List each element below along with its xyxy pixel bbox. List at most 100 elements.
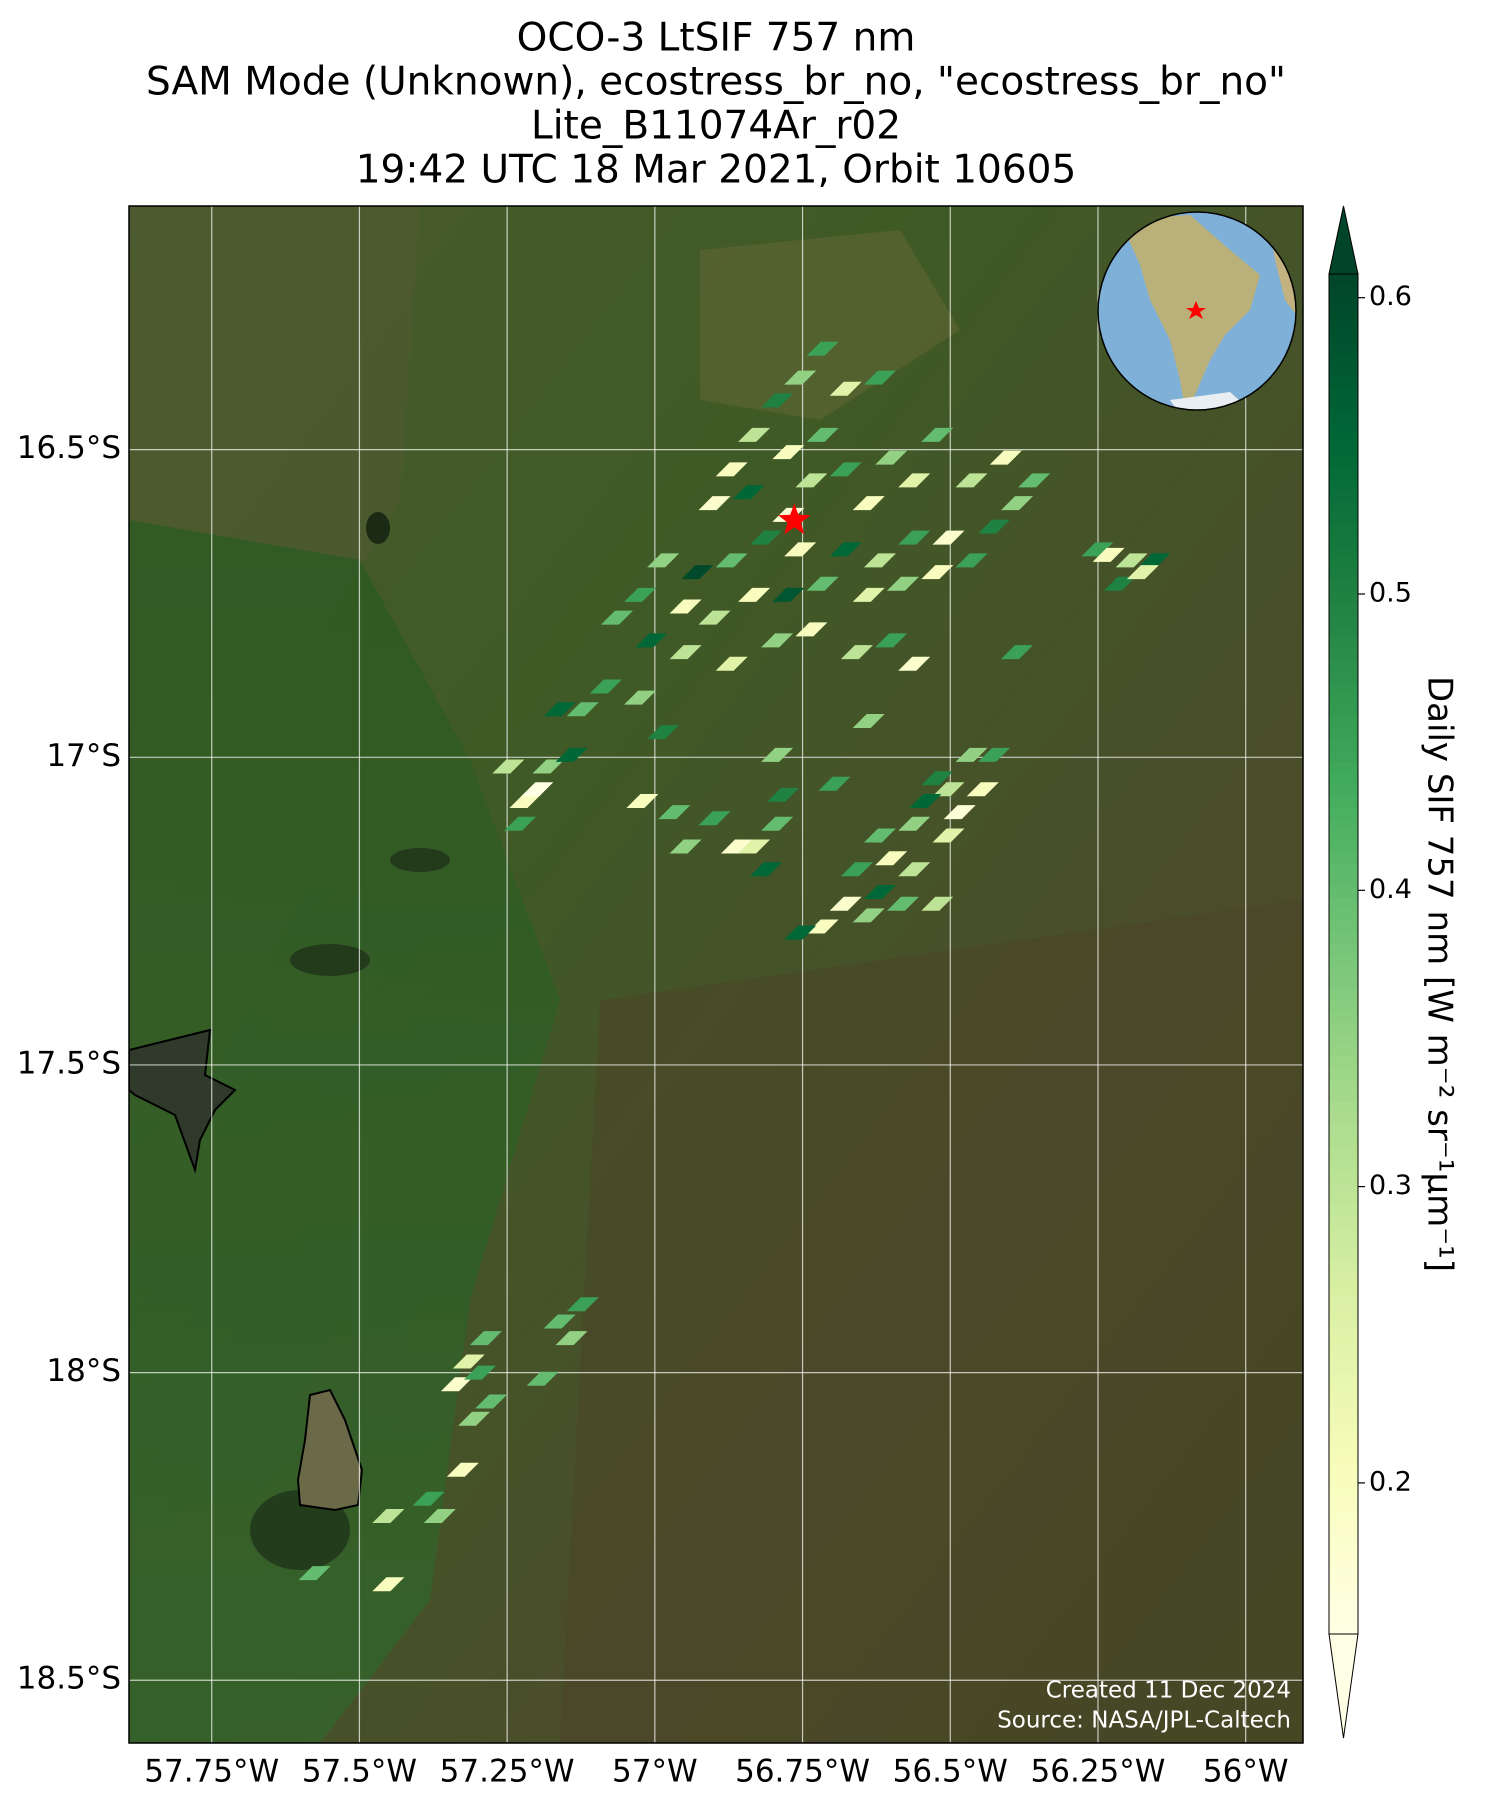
sif-cell	[626, 793, 659, 808]
sif-cell	[624, 587, 657, 602]
colorbar-segment	[1329, 1372, 1358, 1386]
sif-cell	[715, 462, 748, 477]
colorbar-segment	[1329, 930, 1358, 944]
colorbar-segment	[1329, 1202, 1358, 1216]
colorbar-segment	[1329, 919, 1358, 932]
colorbar-segment	[1329, 1429, 1358, 1442]
colorbar-segment	[1329, 477, 1358, 490]
sif-cell	[715, 656, 748, 671]
sif-cell	[784, 542, 817, 557]
colorbar-segment	[1329, 749, 1358, 762]
colorbar-segment	[1329, 783, 1358, 796]
sif-cell	[555, 747, 588, 762]
colorbar-tick-label: 0.2	[1369, 1466, 1412, 1497]
colorbar-segment	[1329, 1508, 1358, 1522]
sif-cell	[761, 747, 794, 762]
x-tick-label: 57°W	[612, 1754, 698, 1790]
colorbar-segment	[1329, 307, 1358, 320]
colorbar-segment	[1329, 579, 1358, 592]
colorbar-segment	[1329, 1395, 1358, 1408]
colorbar-segment	[1329, 964, 1358, 978]
sif-cell	[658, 805, 691, 820]
sif-cell	[772, 445, 805, 460]
sif-cell	[720, 839, 753, 854]
sif-cell	[543, 702, 576, 717]
colorbar-segment	[1329, 420, 1358, 434]
colorbar-segment	[1329, 466, 1358, 479]
colorbar-segment	[1329, 704, 1358, 717]
colorbar-segment	[1329, 1089, 1358, 1102]
sif-cell	[898, 473, 931, 488]
colorbar-segment	[1329, 862, 1358, 876]
colorbar-segment	[1329, 1021, 1358, 1034]
x-tick-label: 57.25°W	[440, 1754, 575, 1790]
sif-cell	[806, 341, 839, 356]
colorbar-segment	[1329, 318, 1358, 332]
colorbar-segment	[1329, 488, 1358, 502]
sif-cell	[921, 896, 954, 911]
colorbar-segment	[1329, 284, 1358, 298]
sif-cell	[738, 587, 771, 602]
sif-cell	[852, 908, 885, 923]
colorbar-segment	[1329, 976, 1358, 989]
colorbar-segment	[1329, 443, 1358, 456]
sif-cell	[543, 1314, 576, 1329]
colorbar-segment	[1329, 1270, 1358, 1284]
sif-cell	[1001, 496, 1034, 511]
colorbar-segment	[1329, 454, 1358, 468]
colorbar-segment	[1329, 590, 1358, 604]
colorbar-segment	[1329, 1214, 1358, 1227]
colorbar-tick-label: 0.5	[1369, 578, 1412, 609]
colorbar-segment	[1329, 398, 1358, 411]
colorbar-segment	[1329, 1316, 1358, 1329]
sif-cell	[795, 473, 828, 488]
map-background	[129, 206, 1303, 1743]
grid	[129, 206, 1303, 1743]
title-line: SAM Mode (Unknown), ecostress_br_no, "ec…	[146, 60, 1286, 105]
colorbar-segment	[1329, 613, 1358, 626]
lake	[250, 1490, 350, 1570]
sif-cell	[1115, 553, 1148, 568]
sif-cell	[795, 622, 828, 637]
sif-cell	[875, 851, 908, 866]
colorbar-segment	[1329, 1576, 1358, 1590]
colorbar-segment	[1329, 1418, 1358, 1431]
sif-cell	[761, 816, 794, 831]
sif-cell	[1018, 473, 1051, 488]
colorbar-segment	[1329, 1565, 1358, 1578]
sif-cell	[898, 862, 931, 877]
cleared-land	[700, 230, 960, 420]
colorbar-segment	[1329, 851, 1358, 864]
sif-cell	[669, 839, 702, 854]
sif-cell	[526, 1371, 559, 1386]
colorbar-segment	[1329, 1100, 1358, 1114]
sif-cell	[863, 370, 896, 385]
sif-cell	[589, 679, 622, 694]
colorbar-segment	[1329, 1259, 1358, 1272]
sif-cell	[829, 896, 862, 911]
colorbar-segment	[1329, 1055, 1358, 1068]
sif-cell	[423, 1508, 456, 1523]
sif-cell	[372, 1508, 405, 1523]
colorbar-segment	[1329, 556, 1358, 570]
colorbar-segment	[1329, 545, 1358, 558]
sif-cell	[989, 450, 1022, 465]
sif-cell	[818, 776, 851, 791]
sif-cell	[829, 381, 862, 396]
colorbar-segment	[1329, 1168, 1358, 1182]
colorbar-tick-label: 0.3	[1369, 1170, 1412, 1201]
colorbar-segment	[1329, 1599, 1358, 1612]
sif-cell	[504, 816, 537, 831]
colorbar-extend-min	[1328, 1633, 1359, 1739]
dry-forest	[560, 900, 1303, 1743]
colorbar-segment	[1329, 1384, 1358, 1397]
sif-cell	[635, 633, 668, 648]
sif-cell	[772, 587, 805, 602]
sif-cell	[852, 587, 885, 602]
sif-cell	[669, 645, 702, 660]
sif-cell	[898, 530, 931, 545]
colorbar-segment	[1329, 1032, 1358, 1046]
colorbar-segment	[1329, 352, 1358, 366]
sif-cell	[852, 496, 885, 511]
